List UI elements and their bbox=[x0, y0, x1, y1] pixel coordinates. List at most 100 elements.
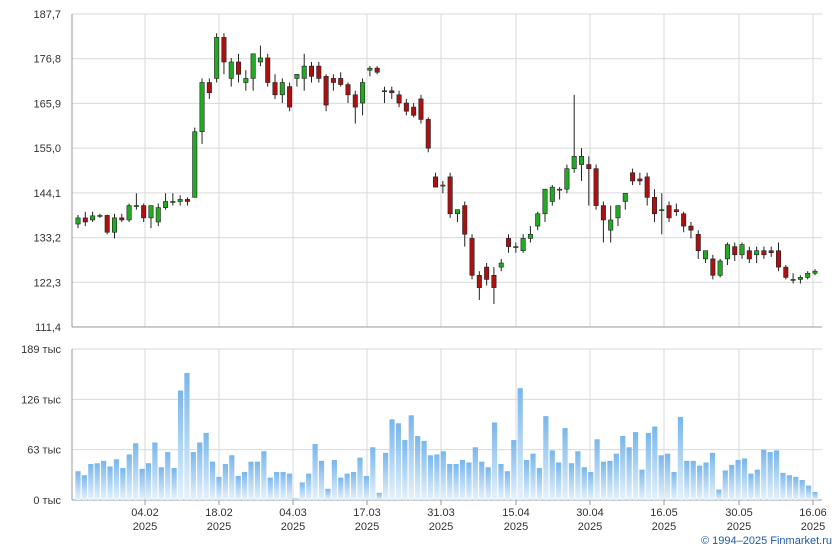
candle bbox=[484, 263, 490, 286]
price-tick-label: 111,4 bbox=[35, 322, 61, 334]
volume-bar bbox=[581, 467, 587, 500]
volume-bar bbox=[780, 472, 786, 500]
volume-bar bbox=[658, 455, 664, 500]
candle bbox=[440, 180, 446, 194]
candle-body bbox=[236, 61, 242, 75]
candle-body bbox=[506, 238, 512, 247]
volume-bar bbox=[773, 450, 780, 500]
candle-body bbox=[396, 94, 402, 104]
x-tick-year: 2025 bbox=[801, 521, 825, 533]
volume-y-axis: 189 тыс 126 тыс 63 тыс 0 тыс bbox=[21, 344, 61, 507]
price-tick-label: 122,3 bbox=[33, 277, 61, 289]
candle bbox=[768, 246, 774, 257]
candle bbox=[637, 172, 643, 186]
volume-bar bbox=[421, 440, 427, 500]
volume-bar bbox=[447, 464, 453, 500]
volume-bar bbox=[286, 473, 293, 500]
candle-body bbox=[491, 275, 497, 288]
x-tick-date: 30.04 bbox=[576, 507, 604, 519]
candle bbox=[578, 148, 584, 181]
candle bbox=[462, 201, 468, 247]
volume-bar bbox=[312, 444, 318, 500]
volume-bar bbox=[395, 423, 402, 500]
x-tick-year: 2025 bbox=[504, 521, 528, 533]
candle-body bbox=[279, 82, 285, 96]
candle-body bbox=[703, 250, 709, 260]
candle-body bbox=[622, 192, 628, 202]
candle-body bbox=[214, 37, 220, 79]
volume-bar bbox=[543, 416, 549, 500]
volume-bar bbox=[549, 450, 555, 500]
candle bbox=[345, 82, 351, 104]
volume-bar bbox=[216, 476, 222, 500]
candle bbox=[710, 254, 716, 280]
candle bbox=[119, 213, 125, 222]
candle bbox=[75, 215, 81, 229]
candle bbox=[739, 242, 745, 259]
candle-body bbox=[294, 74, 300, 79]
volume-bar bbox=[101, 460, 107, 500]
candle-body bbox=[75, 217, 81, 225]
candle bbox=[600, 201, 606, 243]
price-gridlines bbox=[71, 13, 822, 328]
candle bbox=[506, 234, 512, 253]
x-tick-date: 15.04 bbox=[502, 507, 530, 519]
candle bbox=[338, 72, 344, 87]
candle-body bbox=[163, 201, 169, 208]
candle-body bbox=[644, 176, 650, 198]
volume-bar bbox=[75, 471, 81, 500]
candle bbox=[389, 86, 395, 99]
candle bbox=[250, 53, 256, 91]
volume-bar bbox=[575, 451, 581, 500]
candle-body bbox=[433, 176, 439, 188]
candle-body bbox=[228, 61, 234, 79]
volume-bar bbox=[338, 477, 344, 500]
candle bbox=[776, 242, 782, 272]
candle bbox=[703, 250, 709, 264]
candle bbox=[615, 205, 621, 227]
candle-body bbox=[287, 86, 293, 108]
candle bbox=[651, 189, 657, 222]
volume-bar bbox=[107, 466, 113, 500]
copyright-link[interactable]: © 1994–2025 Finmarket.ru bbox=[700, 535, 832, 547]
candle bbox=[746, 246, 752, 264]
candle-body bbox=[666, 205, 672, 219]
x-tick-date: 16.05 bbox=[650, 507, 678, 519]
volume-bar bbox=[171, 468, 177, 500]
candle-body bbox=[374, 67, 380, 73]
candle-body bbox=[206, 82, 212, 94]
candle bbox=[360, 78, 366, 116]
candle bbox=[184, 197, 190, 206]
candle-body bbox=[126, 205, 132, 221]
candle bbox=[805, 271, 811, 280]
candle-body bbox=[177, 199, 183, 202]
candle bbox=[425, 117, 431, 153]
candle-body bbox=[170, 201, 176, 203]
x-tick-date: 18.02 bbox=[205, 507, 233, 519]
candle-body bbox=[97, 215, 103, 217]
x-tick-date: 04.02 bbox=[131, 507, 159, 519]
candle-body bbox=[133, 205, 139, 207]
candle bbox=[695, 230, 701, 259]
candle bbox=[294, 74, 300, 87]
volume-bar bbox=[703, 462, 709, 500]
candle-body bbox=[724, 244, 730, 260]
volume-bar bbox=[280, 472, 286, 500]
candle-body bbox=[754, 250, 760, 256]
candle-body bbox=[681, 213, 687, 227]
candle bbox=[170, 193, 176, 206]
candle-body bbox=[389, 90, 395, 94]
candle-body bbox=[732, 246, 738, 256]
candle-body bbox=[381, 90, 387, 93]
volume-bar bbox=[306, 473, 312, 500]
volume-bar bbox=[530, 453, 536, 500]
volume-bar bbox=[350, 472, 357, 500]
candle-body bbox=[739, 244, 745, 256]
candle-body bbox=[520, 238, 526, 251]
volume-bar bbox=[472, 447, 478, 500]
candle bbox=[97, 213, 103, 218]
candle-body bbox=[527, 233, 533, 239]
candle-body bbox=[776, 250, 782, 268]
volume-bar bbox=[741, 458, 748, 500]
